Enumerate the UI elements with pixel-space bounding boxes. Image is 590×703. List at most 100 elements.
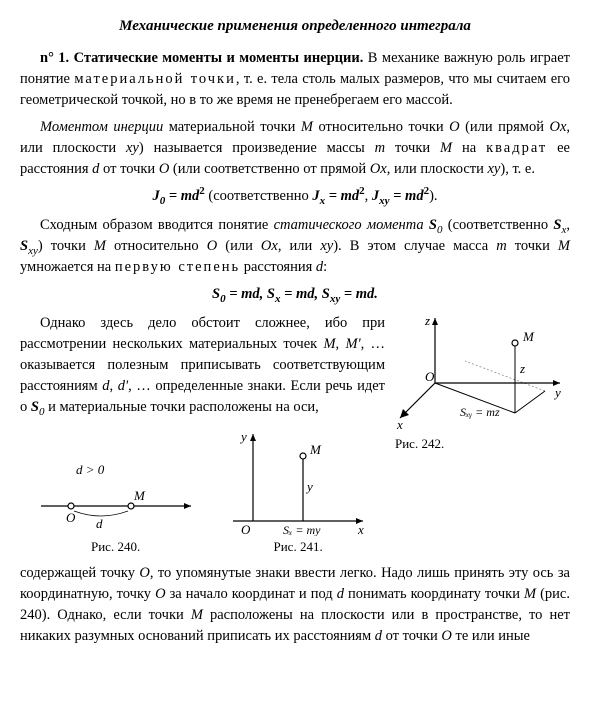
p2-sp1: квадрат [486, 140, 547, 156]
f2-a: S [212, 286, 220, 302]
p1-sp1: материальной точки [74, 71, 236, 87]
f1-sep: , [365, 188, 372, 204]
p2-c: относительно точки [313, 119, 449, 135]
p3-h: ). В этом случае масса [333, 238, 496, 254]
p2-m: m [375, 140, 385, 156]
figure-242-svg: z y x M z O Sₓᵧ = mz [395, 313, 570, 433]
fig242-M: M [522, 329, 535, 344]
f2-b: = md, [226, 286, 267, 302]
p3-Sxy-sub: xy [28, 245, 38, 257]
p5-O3: O [441, 628, 451, 644]
p2-xy: xy [126, 140, 139, 156]
fig241-y: y [239, 429, 247, 444]
p5-O: O [139, 565, 149, 581]
p3-Ox: Ox [261, 238, 278, 254]
p3-M: M [94, 238, 106, 254]
figure-240-svg: d > 0 O M d [36, 456, 196, 536]
p3-j: умножается на [20, 259, 115, 275]
f1-b: = md [165, 188, 199, 204]
f1-c: J [312, 188, 319, 204]
p2-M2: M [440, 140, 452, 156]
p5-i: те или иные [452, 628, 530, 644]
p2-M: M [301, 119, 313, 135]
fig240-M: M [133, 488, 146, 503]
f2-e-sub: xy [330, 293, 340, 305]
p3-sp1: первую степень [115, 259, 240, 275]
formula-1: J0 = md2 (соответственно Jx = md2, Jxy =… [20, 186, 570, 207]
fig241-M: M [309, 442, 322, 457]
para-2: Моментом инерции материальной точки M от… [20, 117, 570, 180]
fig240-d: d [96, 516, 103, 531]
f2-d: = md, [281, 286, 322, 302]
p3-O: O [207, 238, 217, 254]
p5-h: от точки [382, 628, 441, 644]
p3-Sxy: S [20, 238, 28, 254]
figure-241-svg: y x M y O Sₓ = my [223, 426, 373, 536]
fig241-yv: y [305, 479, 313, 494]
p3-it: статического момента [274, 217, 424, 233]
p2-b: материальной точки [163, 119, 301, 135]
p4-b: , [336, 336, 346, 352]
f1-f: = md [390, 188, 424, 204]
fig242-Sxy: Sₓᵧ = mz [460, 405, 500, 419]
p4-d: d [102, 378, 109, 394]
fig242-zv: z [519, 361, 525, 376]
f2-f: = md. [340, 286, 378, 302]
p4-M: M [323, 336, 335, 352]
p2-h: на [452, 140, 486, 156]
p2-d: (или прямой [460, 119, 550, 135]
p2-Ox: Ox [549, 119, 566, 135]
p3-e: относительно [106, 238, 207, 254]
p2-xy2: xy [487, 161, 500, 177]
p4-g: и материальные точки расположены на оси, [44, 399, 318, 415]
p4-S0: S [31, 399, 39, 415]
p5-e: понимать координату точки [344, 586, 524, 602]
figure-240-box: d > 0 O M d Рис. 240. [20, 456, 211, 557]
p3-xy: xy [320, 238, 333, 254]
p2-k: (или соответственно от прямой [169, 161, 370, 177]
fig241-O: O [241, 522, 251, 536]
p5-d: d [337, 586, 344, 602]
fig242-O: O [425, 369, 435, 384]
p3-k: расстояния [240, 259, 316, 275]
p2-g: точки [385, 140, 440, 156]
p3-m: m [496, 238, 506, 254]
p3-g: , или [278, 238, 321, 254]
p3-sep: , [566, 217, 570, 233]
fig241-Sx: Sₓ = my [283, 523, 321, 536]
fig240-O: O [66, 510, 76, 525]
fig242-z: z [424, 313, 430, 328]
p3-a: Сходным образом вводится понятие [40, 217, 274, 233]
para-5: содержащей точку O, то упомянутые знаки … [20, 563, 570, 647]
f1-mid: (соответственно [205, 188, 313, 204]
fig242-y: y [553, 385, 561, 400]
para-3: Сходным образом вводится понятие статиче… [20, 215, 570, 278]
p3-f: (или [217, 238, 261, 254]
p2-Ox2: Ox [370, 161, 387, 177]
fig241-x: x [357, 522, 364, 536]
p5-c: за начало координат и под [166, 586, 337, 602]
p5-a: содержащей точку [20, 565, 139, 581]
fig240-d-label: d > 0 [76, 462, 105, 477]
p4-e: , [110, 378, 118, 394]
p5-M: M [524, 586, 536, 602]
p2-m2: ), т. е. [500, 161, 535, 177]
para-1: n° 1. Статические моменты и моменты инер… [20, 48, 570, 111]
fig240-cap: Рис. 240. [20, 538, 211, 557]
p3-M2: M [558, 238, 570, 254]
p4-dp: d' [118, 378, 128, 394]
f2-e: S [322, 286, 330, 302]
formula-2: S0 = md, Sx = md, Sxy = md. [20, 284, 570, 305]
p2-a: Моментом инерции [40, 119, 163, 135]
p3-i: точки [507, 238, 558, 254]
p5-M2: M [191, 607, 203, 623]
section-title: Механические применения определенного ин… [20, 16, 570, 38]
p3-S0: S [429, 217, 437, 233]
p3-c: (соответственно [443, 217, 554, 233]
figure-242-box: z y x M z O Sₓᵧ = mz Рис. 242. [395, 313, 570, 454]
fig242-x: x [396, 417, 403, 432]
p1-lead: n° 1. Статические моменты и моменты инер… [40, 50, 368, 66]
f1-a: J [152, 188, 159, 204]
p5-O2: O [155, 586, 165, 602]
p4-Mp: M' [345, 336, 360, 352]
